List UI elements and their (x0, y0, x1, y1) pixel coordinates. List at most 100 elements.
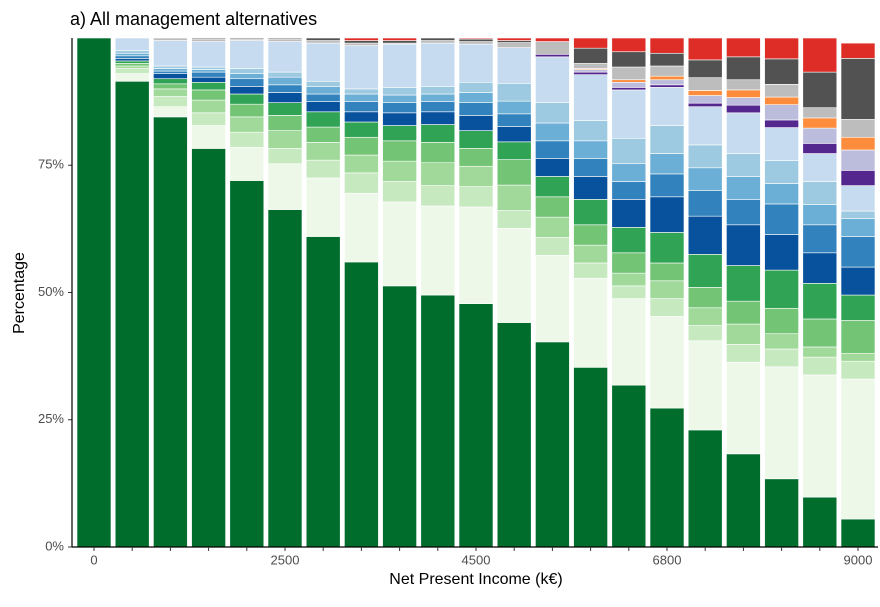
bar-segment (191, 125, 226, 149)
bar-segment (726, 37, 761, 58)
bar-segment (573, 224, 608, 246)
bar-segment (344, 111, 379, 123)
bar-segment (382, 285, 417, 548)
bar-segment (153, 70, 188, 74)
bar-segment (420, 162, 456, 186)
bar-segment (802, 318, 838, 348)
bar-segment (649, 84, 685, 88)
bar-segment (153, 68, 188, 72)
bar-segment (535, 122, 570, 142)
bar-segment (496, 184, 532, 211)
bar-segment (687, 167, 723, 191)
bar-segment (840, 266, 876, 296)
bar-segment (535, 237, 570, 256)
bar-segment (802, 143, 838, 154)
bar-segment (802, 252, 838, 284)
bar-segment (802, 107, 838, 119)
bar-segment (114, 37, 150, 52)
bar-segment (687, 254, 723, 288)
bar-segment (802, 224, 838, 254)
bar-segment (382, 160, 417, 182)
bar-segment (840, 119, 876, 138)
bar-segment (573, 176, 608, 200)
bar-segment (305, 111, 341, 128)
bar-segment (496, 47, 532, 84)
bar-segment (764, 84, 799, 98)
x-tick-label: 4500 (462, 552, 491, 567)
bar-segment (420, 86, 456, 95)
bar-segment (840, 218, 876, 237)
bar-segment (305, 40, 341, 44)
bar-segment (191, 69, 226, 73)
bar-segment (687, 77, 723, 91)
bar-segment (267, 84, 303, 93)
bar-segment (114, 50, 150, 54)
bar-segment (267, 37, 303, 40)
bar-segment (153, 40, 188, 67)
bar-segment (458, 102, 494, 116)
bar-segment (573, 277, 608, 368)
bar-segment (496, 228, 532, 323)
x-tick-label: 9000 (844, 552, 873, 567)
bar-segment (305, 126, 341, 143)
bar-segment (535, 56, 570, 103)
bar-segment (153, 78, 188, 85)
bar-segment (840, 236, 876, 268)
bar-segment (191, 89, 226, 101)
bar-segment (420, 93, 456, 102)
bar-segment (840, 170, 876, 186)
bar-segment (802, 346, 838, 358)
bar-segment (573, 367, 608, 548)
bar-segment (191, 66, 226, 70)
bar-segment (267, 130, 303, 149)
bar-segment (458, 303, 494, 548)
bar-segment (496, 159, 532, 186)
bar-segment (344, 45, 379, 90)
bar-segment (76, 37, 112, 548)
bar-segment (153, 116, 188, 548)
bar-segment (573, 120, 608, 142)
bar-segment (535, 53, 570, 58)
bar-segment (802, 37, 838, 73)
bar-segment (267, 115, 303, 131)
bar-segment (191, 71, 226, 78)
bar-segment (611, 37, 647, 53)
bar-segment (687, 325, 723, 342)
bar-segment (726, 199, 761, 226)
bar-segment (726, 97, 761, 106)
bar-segment (687, 307, 723, 326)
bar-segment (649, 153, 685, 175)
bar-segment (305, 142, 341, 161)
bar-segment (153, 96, 188, 108)
bar-segment (305, 101, 341, 113)
bar-segment (229, 131, 265, 148)
bar-segment (153, 37, 188, 41)
bar-segment (764, 160, 799, 184)
bar-segment (496, 126, 532, 143)
bar-segment (764, 96, 799, 105)
bar-segment (496, 141, 532, 160)
bar-segment (840, 518, 876, 548)
bar-segment (420, 37, 456, 41)
bar-segment (840, 210, 876, 219)
bar-segment (420, 142, 456, 164)
bar-segment (382, 125, 417, 142)
y-tick-label: 25% (38, 411, 64, 426)
bar-segment (687, 37, 723, 61)
bar-segment (305, 42, 341, 82)
bar-segment (267, 148, 303, 165)
bar-segment (573, 63, 608, 69)
bar-segment (382, 181, 417, 203)
bar-segment (114, 68, 150, 74)
bar-segment (764, 127, 799, 161)
bar-segment (420, 101, 456, 113)
bar-segment (458, 43, 494, 83)
bar-segment (153, 88, 188, 97)
x-axis-label: Net Present Income (k€) (389, 571, 562, 588)
bar-segment (687, 287, 723, 309)
bar-segment (229, 103, 265, 118)
bar-segment (687, 59, 723, 79)
bar-segment (687, 190, 723, 217)
bar-segment (764, 307, 799, 335)
